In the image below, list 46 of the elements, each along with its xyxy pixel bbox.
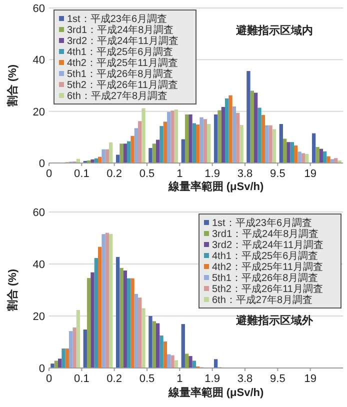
legend-label: 3rd1：平成24年8月調査 xyxy=(212,228,319,240)
y-axis-title: 割合 (%) xyxy=(6,268,19,312)
legend-label: 4th1：平成25年6月調査 xyxy=(212,250,318,262)
y-tick-label: 60 xyxy=(32,207,45,219)
legend-label: 1st：平成23年6月調査 xyxy=(67,13,168,25)
y-tick-label: 20 xyxy=(32,106,45,118)
legend-label: 6th：平成27年8月調査 xyxy=(212,294,313,306)
legend-label: 6th：平成27年8月調査 xyxy=(67,90,168,102)
x-axis-title: 線量率範囲 (μSv/h) xyxy=(167,180,264,193)
y-tick-label: 0 xyxy=(38,158,45,170)
legend-label: 4th2：平成25年11月調査 xyxy=(67,57,178,69)
legend-label: 5th2：平成26年11月調査 xyxy=(67,79,178,91)
text: 0.5 xyxy=(139,373,155,385)
text: 1 xyxy=(176,373,183,385)
y-tick-label: 0 xyxy=(38,363,45,375)
legend-label: 4th1：平成25年6月調査 xyxy=(67,46,174,58)
y-axis-title: 割合 (%) xyxy=(6,64,19,108)
text: 3.8 xyxy=(237,373,253,385)
text: 0.1 xyxy=(74,373,90,385)
y-tick-label: 60 xyxy=(32,3,45,15)
text: 19 xyxy=(304,373,316,385)
text: 0.2 xyxy=(106,373,122,385)
text: 0.5 xyxy=(139,168,155,180)
legend-label: 5th1：平成26年8月調査 xyxy=(212,272,318,284)
y-tick-label: 20 xyxy=(32,311,45,323)
text: 19 xyxy=(304,168,316,180)
legend-label: 3rd2：平成24年11月調査 xyxy=(67,35,179,47)
text: 1.9 xyxy=(204,373,220,385)
text: 9.5 xyxy=(270,373,286,385)
legend-label: 4th2：平成25年11月調査 xyxy=(212,261,323,273)
text: 0.2 xyxy=(106,168,122,180)
legend-label: 5th2：平成26年11月調査 xyxy=(212,283,323,295)
text: 避難指示区域内 xyxy=(235,24,313,37)
text: 3.8 xyxy=(237,168,253,180)
text: 9.5 xyxy=(270,168,286,180)
x-axis-title: 線量率範囲 (μSv/h) xyxy=(167,386,264,399)
legend-label: 3rd2：平成24年11月調査 xyxy=(212,239,324,251)
text: 1.9 xyxy=(204,168,220,180)
legend-label: 5th1：平成26年8月調査 xyxy=(67,68,174,80)
legend-label: 3rd1：平成24年8月調査 xyxy=(67,24,174,36)
text: 避難指示区域外 xyxy=(235,314,314,327)
text: 1 xyxy=(176,168,183,180)
text: 0.1 xyxy=(74,168,90,180)
y-tick-label: 40 xyxy=(32,259,45,271)
legend-label: 1st：平成23年6月調査 xyxy=(212,217,312,229)
y-tick-label: 40 xyxy=(32,54,45,67)
